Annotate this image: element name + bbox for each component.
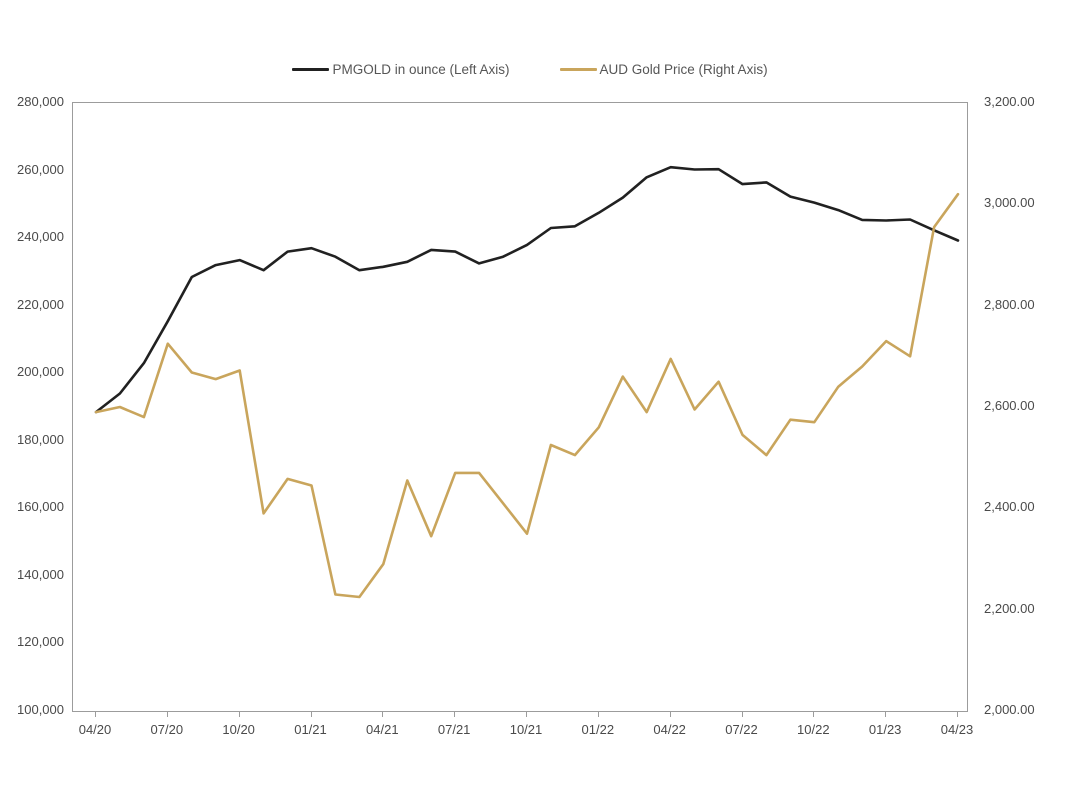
x-axis-tick-mark [813, 712, 815, 717]
left-axis-tick-label: 240,000 [17, 229, 64, 245]
x-axis-tick-mark [382, 712, 384, 717]
x-axis-tick-mark [310, 712, 312, 717]
x-axis-tick-label: 04/21 [366, 722, 399, 737]
x-axis-tick-mark [526, 712, 527, 717]
x-axis-tick-mark [166, 712, 168, 717]
x-axis-tick-mark [95, 712, 96, 717]
aud-gold-line-swatch-icon [559, 68, 597, 71]
x-axis-tick-mark [957, 712, 958, 717]
x-axis-tick-label: 01/23 [868, 722, 902, 737]
x-axis-tick-mark [741, 712, 743, 717]
x-axis-tick-label: 10/21 [509, 722, 543, 737]
right-axis-tick-label: 2,800.00 [984, 296, 1035, 312]
x-axis-tick-label: 07/21 [437, 722, 471, 737]
x-axis-tick-label: 07/22 [725, 722, 758, 737]
x-axis-tick-label: 07/20 [150, 722, 184, 737]
x-axis-tick-mark [885, 712, 887, 717]
left-axis-tick-label: 160,000 [17, 499, 64, 515]
legend-item-aud-gold: AUD Gold Price (Right Axis) [559, 62, 768, 77]
left-axis-tick-label: 220,000 [17, 296, 64, 312]
legend-label-aud-gold: AUD Gold Price (Right Axis) [599, 62, 768, 77]
left-axis-tick-label: 140,000 [17, 566, 64, 582]
left-axis-tick-label: 100,000 [17, 702, 64, 717]
x-axis-tick-label: 04/23 [940, 722, 974, 737]
legend-item-pmgold: PMGOLD in ounce (Left Axis) [292, 62, 510, 77]
chart-legend: PMGOLD in ounce (Left Axis) AUD Gold Pri… [0, 62, 1060, 77]
left-axis-tick-label: 260,000 [17, 161, 64, 177]
right-axis-tick-label: 3,200.00 [984, 94, 1035, 109]
x-axis-tick-label: 01/22 [581, 722, 615, 737]
x-axis-tick-mark [669, 712, 671, 717]
series-line-aud-gold [94, 192, 960, 599]
line-chart-canvas [94, 165, 960, 599]
x-axis-tick-label: 01/21 [294, 722, 327, 737]
series-line-pmgold [94, 165, 960, 414]
pmgold-line-swatch-icon [292, 68, 330, 71]
legend-label-pmgold: PMGOLD in ounce (Left Axis) [332, 62, 510, 77]
plot-area [72, 102, 968, 712]
left-axis-tick-label: 280,000 [17, 94, 64, 109]
left-axis-tick-label: 180,000 [17, 431, 64, 447]
right-axis-tick-label: 2,000.00 [984, 702, 1035, 717]
x-axis-tick-mark [238, 712, 240, 717]
x-axis-tick-label: 04/20 [78, 722, 112, 737]
x-axis-tick-label: 10/22 [797, 722, 830, 737]
x-axis-tick-mark [597, 712, 599, 717]
x-axis-tick-label: 10/20 [222, 722, 255, 737]
left-axis-tick-label: 200,000 [17, 364, 64, 380]
x-axis-tick-label: 04/22 [653, 722, 686, 737]
right-axis-tick-label: 2,200.00 [984, 600, 1035, 616]
x-axis-tick-mark [454, 712, 456, 717]
left-axis-tick-label: 120,000 [17, 634, 64, 650]
right-axis-tick-label: 2,400.00 [984, 499, 1035, 515]
right-axis-tick-label: 2,600.00 [984, 398, 1035, 413]
right-axis-tick-label: 3,000.00 [984, 195, 1035, 211]
